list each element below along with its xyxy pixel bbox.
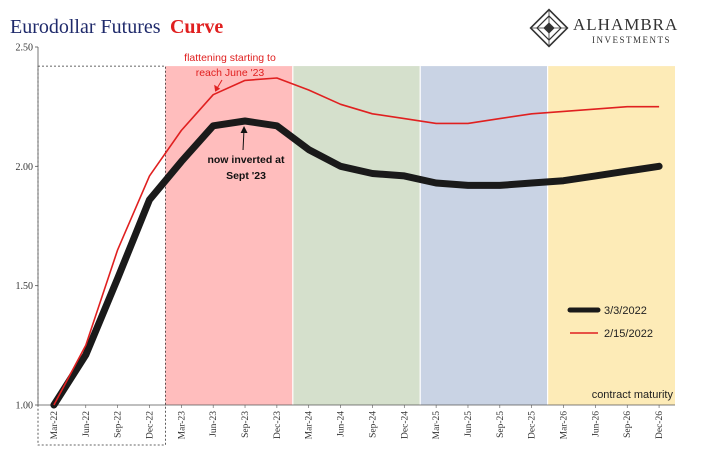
x-tick-label: Jun-24	[337, 411, 347, 437]
annotation-contract-maturity: contract maturity	[592, 389, 674, 401]
x-tick-label: Sep-23	[241, 411, 251, 438]
y-tick-label: 2.00	[16, 162, 34, 173]
alhambra-logo: ALHAMBRA INVESTMENTS	[529, 8, 678, 48]
annotation-inverted-line1: now inverted at	[207, 154, 285, 166]
x-tick-label: Sep-24	[368, 411, 378, 438]
arrowhead-flattening	[214, 84, 221, 92]
x-tick-label: Jun-25	[464, 411, 474, 437]
logo-name: ALHAMBRA	[573, 15, 678, 34]
chart-title-part2: Curve	[170, 16, 223, 38]
logo-subtitle: INVESTMENTS	[592, 35, 671, 45]
annotation-inverted-line2: Sept '23	[226, 170, 266, 182]
y-tick-label: 2.50	[16, 43, 34, 54]
legend-label-2-15-2022: 2/15/2022	[604, 328, 653, 340]
x-tick-label: Mar-22	[50, 411, 60, 440]
x-tick-label: Sep-25	[496, 411, 506, 438]
x-tick-label: Dec-25	[528, 411, 538, 439]
x-tick-label: Mar-24	[305, 411, 315, 440]
band-2024	[292, 66, 421, 406]
x-tick-label: Mar-23	[177, 411, 187, 440]
box-2022	[37, 65, 166, 446]
alhambra-diamond-icon	[529, 8, 569, 48]
band-2025	[420, 66, 548, 406]
x-tick-label: Mar-26	[560, 411, 570, 440]
y-tick-label: 1.50	[16, 281, 34, 292]
band-2023	[165, 66, 293, 406]
annotation-flattening-line1: flattening starting to	[184, 52, 276, 64]
x-tick-label: Sep-22	[114, 411, 124, 438]
x-tick-label: Sep-26	[623, 411, 633, 438]
y-tick-label: 1.00	[16, 401, 34, 412]
x-tick-label: Mar-25	[432, 411, 442, 440]
x-tick-label: Jun-22	[82, 411, 92, 437]
x-tick-label: Dec-22	[145, 411, 155, 439]
x-tick-label: Dec-23	[273, 411, 283, 439]
x-tick-label: Dec-24	[400, 411, 410, 439]
x-tick-label: Jun-26	[591, 411, 601, 437]
annotation-flattening-line2: reach June '23	[196, 67, 265, 79]
chart-title-part1: Eurodollar Futures	[10, 16, 161, 38]
x-tick-label: Jun-23	[209, 411, 219, 437]
series-line-2-15-2022	[53, 77, 660, 406]
plot-area: 1.00 1.50 2.00 2.50 Mar-22 Jun-22 Sep-22 Dec-22…	[16, 43, 675, 446]
x-tick-label: Dec-26	[655, 411, 665, 439]
series-line-3-3-2022	[50, 117, 663, 409]
arrowhead-inverted	[240, 125, 248, 133]
legend: 3/3/2022 2/15/2022	[567, 305, 653, 340]
legend-label-3-3-2022: 3/3/2022	[604, 305, 647, 317]
band-2026	[547, 66, 675, 406]
chart-title: Eurodollar Futures Curve	[10, 16, 223, 38]
